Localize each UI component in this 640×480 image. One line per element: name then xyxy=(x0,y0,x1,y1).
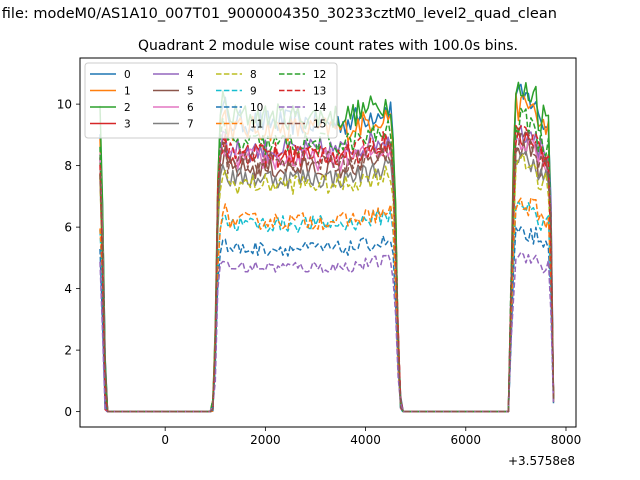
series-line-15 xyxy=(99,129,555,413)
series-line-14 xyxy=(99,251,555,413)
series-line-1 xyxy=(99,92,555,413)
series-line-7 xyxy=(99,150,555,413)
series-line-6 xyxy=(99,136,555,413)
legend-label-15: 15 xyxy=(313,119,326,131)
series-line-9 xyxy=(99,200,555,413)
x-tick-label: 6000 xyxy=(451,433,482,447)
series-line-11 xyxy=(99,196,555,413)
legend-label-4: 4 xyxy=(187,69,194,81)
legend-label-11: 11 xyxy=(250,119,263,131)
y-tick-label: 4 xyxy=(64,282,72,296)
series-line-5 xyxy=(99,137,555,413)
x-axis: 0 2000 4000 6000 8000 xyxy=(161,427,581,447)
y-tick-label: 2 xyxy=(64,343,72,357)
series-line-10 xyxy=(99,226,555,413)
y-tick-label: 0 xyxy=(64,405,72,419)
legend-label-6: 6 xyxy=(187,102,194,114)
x-tick-label: 2000 xyxy=(250,433,281,447)
y-axis: 0 2 4 6 8 10 xyxy=(57,97,80,419)
legend-label-9: 9 xyxy=(250,86,257,98)
legend-label-14: 14 xyxy=(313,102,327,114)
legend-label-8: 8 xyxy=(250,69,257,81)
legend-label-12: 12 xyxy=(313,69,326,81)
y-tick-label: 8 xyxy=(64,159,72,173)
y-tick-label: 10 xyxy=(57,97,72,111)
axes-frame xyxy=(79,57,577,428)
suptitle-text: n file: modeM0/AS1A10_007T01_9000004350_… xyxy=(0,6,557,22)
series-line-8 xyxy=(99,153,555,413)
legend-label-3: 3 xyxy=(124,119,131,131)
x-tick-label: 8000 xyxy=(551,433,582,447)
legend-label-1: 1 xyxy=(124,86,131,98)
chart-title: Quadrant 2 module wise count rates with … xyxy=(138,38,518,54)
y-tick-label: 6 xyxy=(64,220,72,234)
x-tick-label: 4000 xyxy=(350,433,381,447)
legend-label-5: 5 xyxy=(187,86,194,98)
legend-box xyxy=(84,62,338,139)
legend-label-10: 10 xyxy=(250,102,263,114)
legend-label-0: 0 xyxy=(124,69,131,81)
legend-label-7: 7 xyxy=(187,119,194,131)
legend-label-13: 13 xyxy=(313,86,326,98)
legend-label-2: 2 xyxy=(124,102,131,114)
x-axis-offset-label: +3.5758e8 xyxy=(508,454,575,468)
x-tick-label: 0 xyxy=(161,433,169,447)
